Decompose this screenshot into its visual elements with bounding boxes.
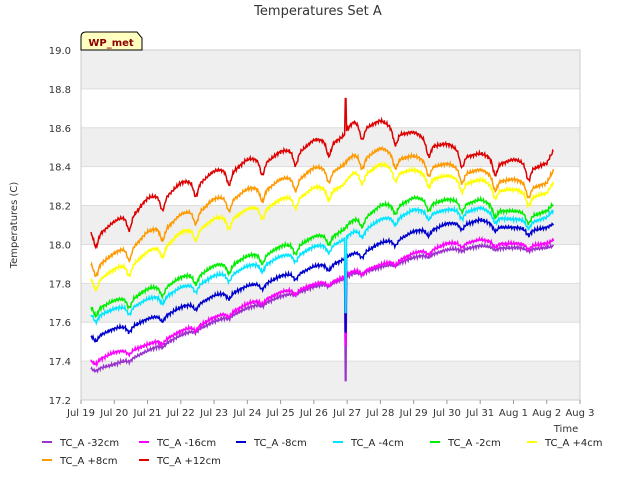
watermark-text: WP_met — [88, 38, 134, 49]
plot-frame — [80, 49, 581, 401]
y-tick-label: 17.8 — [49, 279, 71, 290]
x-tick-label: Aug 1 — [499, 408, 528, 419]
x-tick-label: Jul 23 — [199, 408, 228, 419]
x-tick-label: Jul 31 — [465, 408, 494, 419]
x-axis-label: Time — [553, 424, 578, 435]
y-tick-label: 18.6 — [49, 124, 71, 135]
y-tick-label: 18.2 — [49, 202, 71, 213]
legend-label: TC_A -4cm — [350, 438, 404, 449]
axes — [80, 49, 581, 401]
legend-label: TC_A -16cm — [156, 438, 216, 449]
x-tick-label: Jul 26 — [299, 408, 328, 419]
legend-label: TC_A -32cm — [59, 438, 119, 449]
series-line-5 — [90, 194, 554, 319]
y-tick-label: 17.2 — [49, 396, 71, 407]
legend-label: TC_A -8cm — [253, 438, 307, 449]
y-tick-label: 18.8 — [49, 85, 71, 96]
watermark-badge: WP_met — [80, 31, 143, 51]
series-line-1 — [90, 242, 555, 382]
legend-label: TC_A +4cm — [544, 438, 603, 449]
x-tick-label: Jul 20 — [99, 408, 128, 419]
series-line-8 — [90, 97, 555, 250]
x-tick-label: Aug 3 — [565, 408, 594, 419]
plot-band — [81, 361, 580, 400]
chart-title: Temperatures Set A — [253, 4, 382, 19]
x-tick-label: Jul 19 — [66, 408, 95, 419]
x-tick-label: Jul 21 — [133, 408, 162, 419]
y-tick-label: 17.6 — [49, 318, 71, 329]
plot-band — [81, 205, 580, 245]
y-tick-label: 18.4 — [49, 163, 71, 174]
x-tick-label: Jul 24 — [232, 408, 261, 419]
plot-band — [81, 50, 580, 89]
legend-label: TC_A +8cm — [59, 456, 118, 467]
y-tick-label: 19.0 — [49, 46, 71, 57]
series-line-4 — [90, 205, 555, 326]
x-tick-labels: Jul 19 Jul 20 Jul 21 Jul 22 Jul 23 Jul 24 Jul … — [66, 400, 595, 419]
legend-label: TC_A +12cm — [156, 456, 221, 467]
plot-band — [81, 127, 580, 167]
y-tick-labels: 17.2 17.4 17.6 17.8 18.0 18.2 18.4 18.6 18.8 19.0 — [49, 46, 71, 407]
y-axis-label: Temperatures (C) — [9, 182, 20, 270]
series-line-3 — [90, 215, 555, 344]
x-tick-label: Aug 2 — [532, 408, 561, 419]
series-line-6 — [90, 160, 555, 292]
x-tick-label: Jul 25 — [266, 408, 295, 419]
y-tick-label: 17.4 — [49, 357, 71, 368]
x-tick-label: Jul 22 — [166, 408, 195, 419]
x-tick-label: Jul 30 — [432, 408, 461, 419]
series-line-2 — [90, 235, 555, 368]
series-line-7 — [90, 145, 555, 278]
y-tick-label: 18.0 — [49, 240, 71, 251]
x-tick-label: Jul 27 — [332, 408, 361, 419]
series-lines — [90, 97, 555, 382]
x-tick-label: Jul 29 — [399, 408, 428, 419]
legend-label: TC_A -2cm — [447, 438, 501, 449]
legend: TC_A -32cm TC_A -16cm TC_A -8cm TC_A -4cm TC… — [42, 438, 603, 467]
x-tick-label: Jul 28 — [365, 408, 394, 419]
